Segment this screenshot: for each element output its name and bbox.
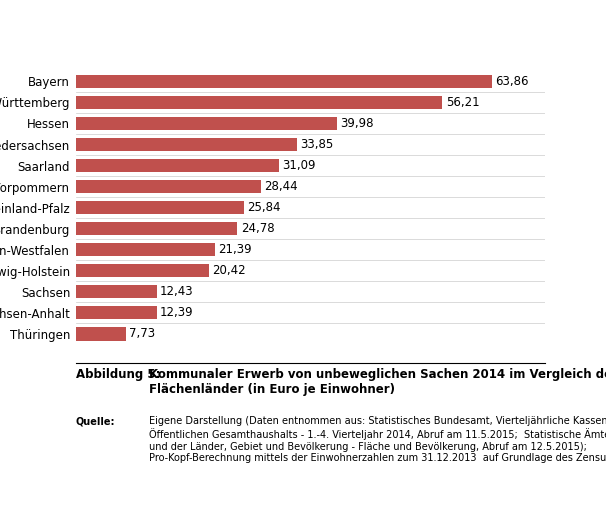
Bar — [76, 285, 157, 298]
Bar — [76, 243, 215, 257]
Text: Abbildung 5:: Abbildung 5: — [76, 368, 160, 381]
Bar — [76, 159, 279, 172]
Text: 25,84: 25,84 — [248, 201, 281, 214]
Text: 63,86: 63,86 — [496, 75, 529, 88]
Text: 24,78: 24,78 — [241, 222, 275, 235]
Bar — [76, 137, 296, 151]
Text: Quelle:: Quelle: — [76, 416, 115, 426]
Bar — [76, 117, 336, 130]
Text: 21,39: 21,39 — [219, 243, 252, 256]
Text: Kommunaler Erwerb von unbeweglichen Sachen 2014 im Vergleich der
Flächenländer (: Kommunaler Erwerb von unbeweglichen Sach… — [148, 368, 606, 396]
Bar — [76, 96, 442, 109]
Text: 12,39: 12,39 — [160, 306, 193, 319]
Text: 20,42: 20,42 — [212, 264, 246, 277]
Text: 33,85: 33,85 — [300, 138, 333, 151]
Bar — [76, 201, 244, 215]
Bar — [76, 264, 209, 277]
Bar — [76, 180, 261, 193]
Text: 31,09: 31,09 — [282, 159, 315, 172]
Text: 7,73: 7,73 — [130, 327, 156, 340]
Text: 12,43: 12,43 — [160, 285, 194, 298]
Bar — [76, 222, 238, 236]
Text: 56,21: 56,21 — [445, 96, 479, 109]
Bar — [76, 327, 126, 340]
Text: 28,44: 28,44 — [265, 180, 298, 193]
Text: Eigene Darstellung (Daten entnommen aus: Statistisches Bundesamt, Vierteljährlic: Eigene Darstellung (Daten entnommen aus:… — [148, 416, 606, 463]
Bar — [76, 75, 492, 88]
Text: 39,98: 39,98 — [340, 117, 373, 130]
Bar — [76, 306, 156, 319]
